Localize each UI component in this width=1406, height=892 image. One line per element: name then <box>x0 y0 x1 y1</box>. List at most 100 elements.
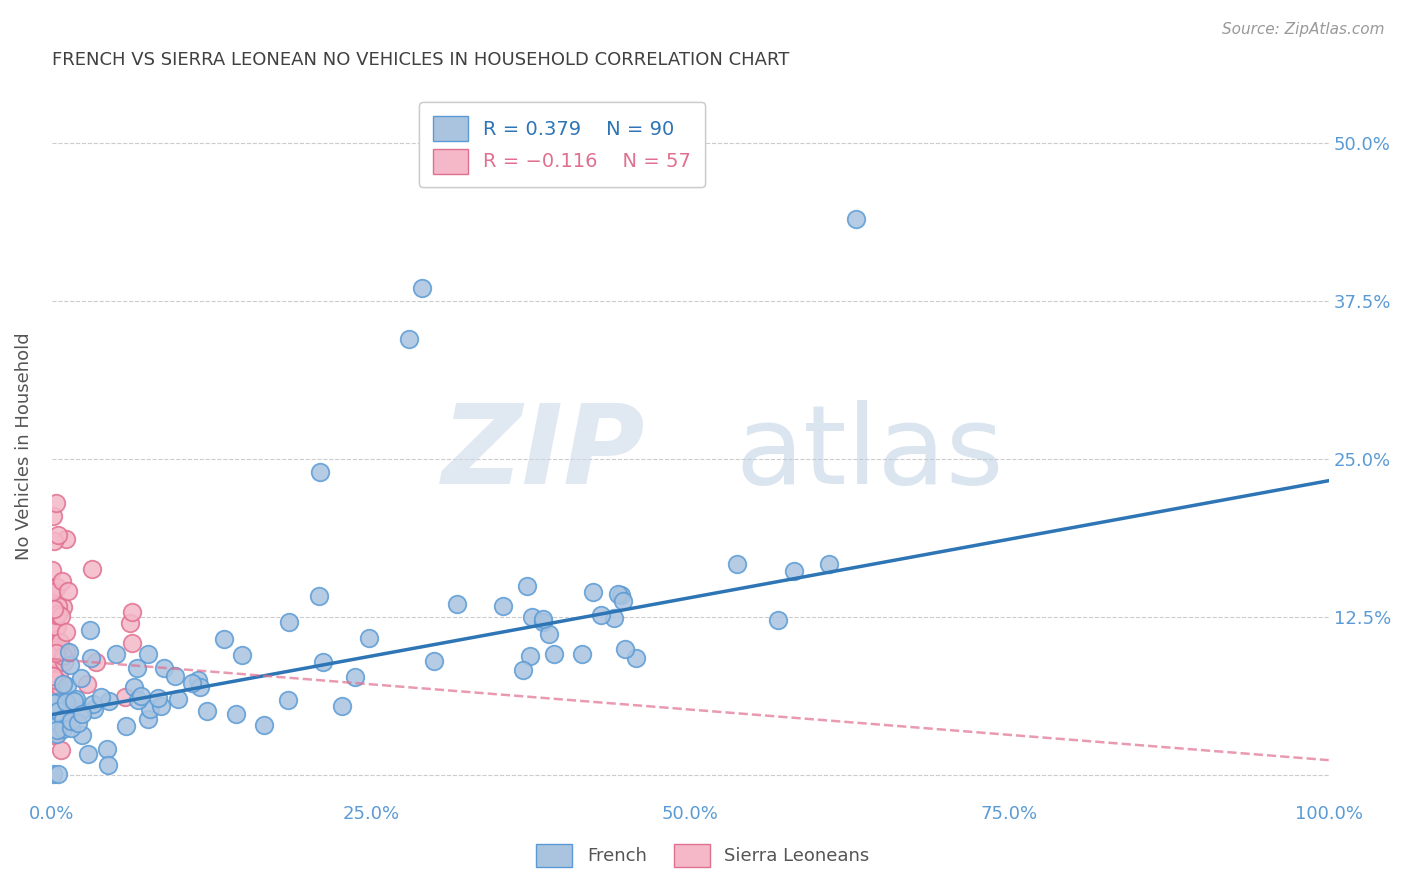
Point <box>97 758 120 772</box>
Point <box>571 648 593 662</box>
Point <box>127 692 149 706</box>
Point <box>77 747 100 761</box>
Point <box>41 640 63 655</box>
Point <box>60 721 83 735</box>
Point <box>65 692 87 706</box>
Point <box>104 647 127 661</box>
Point <box>49 680 72 694</box>
Point <box>512 663 534 677</box>
Point <box>44 534 66 549</box>
Point <box>45 673 67 688</box>
Point <box>46 695 69 709</box>
Point <box>727 558 749 572</box>
Point <box>51 608 73 623</box>
Point <box>125 661 148 675</box>
Point <box>602 611 624 625</box>
Point <box>624 651 647 665</box>
Point <box>531 615 554 630</box>
Point <box>446 597 468 611</box>
Point <box>136 647 159 661</box>
Point <box>46 528 69 542</box>
Point <box>46 651 69 665</box>
Point <box>152 661 174 675</box>
Point <box>46 698 69 712</box>
Point <box>82 562 104 576</box>
Point <box>48 640 70 654</box>
Point <box>55 625 77 640</box>
Point <box>42 767 65 781</box>
Point <box>312 655 335 669</box>
Point <box>52 676 75 690</box>
Point <box>612 593 634 607</box>
Point <box>84 655 107 669</box>
Point <box>519 648 541 663</box>
Point <box>42 582 65 597</box>
Point <box>136 712 159 726</box>
Point <box>55 533 77 547</box>
Point <box>42 682 65 697</box>
Point <box>42 509 65 524</box>
Text: ZIP: ZIP <box>441 401 645 508</box>
Point <box>398 332 420 346</box>
Point <box>45 652 67 666</box>
Point <box>582 584 605 599</box>
Point <box>845 211 868 226</box>
Point <box>46 580 69 594</box>
Point <box>115 719 138 733</box>
Point <box>131 690 153 704</box>
Point <box>122 680 145 694</box>
Point <box>70 703 93 717</box>
Point <box>82 697 104 711</box>
Point <box>42 696 65 710</box>
Point <box>492 599 515 614</box>
Point <box>58 645 80 659</box>
Point <box>52 713 75 727</box>
Point <box>188 680 211 694</box>
Point <box>357 631 380 645</box>
Point <box>46 699 69 714</box>
Point <box>55 645 77 659</box>
Point <box>766 614 789 628</box>
Point <box>212 632 235 646</box>
Point <box>41 563 63 577</box>
Point <box>163 669 186 683</box>
Point <box>42 669 65 683</box>
Point <box>121 605 143 619</box>
Point <box>537 627 560 641</box>
Point <box>118 616 141 631</box>
Point <box>195 704 218 718</box>
Point <box>62 694 84 708</box>
Point <box>42 637 65 651</box>
Point <box>520 610 543 624</box>
Point <box>46 607 69 621</box>
Point <box>44 646 66 660</box>
Point <box>121 636 143 650</box>
Point <box>231 648 253 662</box>
Point <box>41 616 63 631</box>
Point <box>90 690 112 705</box>
Point <box>59 712 82 726</box>
Point <box>309 465 332 479</box>
Point <box>46 727 69 741</box>
Point <box>49 743 72 757</box>
Point <box>51 696 73 710</box>
Point <box>41 599 63 613</box>
Point <box>96 742 118 756</box>
Point <box>187 673 209 687</box>
Point <box>48 670 70 684</box>
Point <box>277 615 299 630</box>
Point <box>330 698 353 713</box>
Point <box>42 643 65 657</box>
Point <box>45 620 67 634</box>
Point <box>76 677 98 691</box>
Point <box>97 694 120 708</box>
Point <box>41 678 63 692</box>
Point <box>56 584 79 599</box>
Point <box>55 717 77 731</box>
Point <box>53 655 76 669</box>
Point <box>41 649 63 664</box>
Point <box>139 702 162 716</box>
Point <box>55 679 77 693</box>
Point <box>55 695 77 709</box>
Point <box>606 587 628 601</box>
